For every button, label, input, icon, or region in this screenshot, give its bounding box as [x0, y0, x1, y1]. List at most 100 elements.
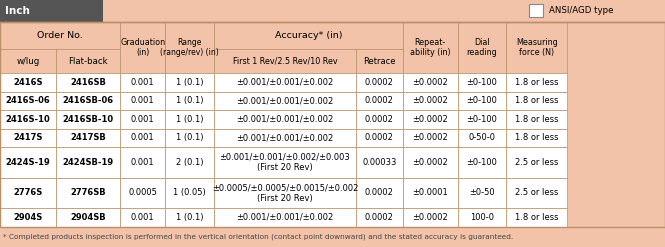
- Bar: [165, 208, 214, 227]
- Text: 1 (0.1): 1 (0.1): [176, 213, 203, 222]
- Text: 2416SB-06: 2416SB-06: [63, 96, 114, 105]
- Text: Measuring
force (N): Measuring force (N): [516, 38, 557, 57]
- Text: Range
(range/rev) (in): Range (range/rev) (in): [160, 38, 219, 57]
- Text: 0.0002: 0.0002: [365, 96, 394, 105]
- Bar: [403, 147, 458, 178]
- Bar: [506, 178, 567, 208]
- Bar: [165, 73, 214, 92]
- Bar: [0, 178, 56, 208]
- Bar: [506, 208, 567, 227]
- Bar: [165, 22, 214, 73]
- Text: 2776SB: 2776SB: [70, 188, 106, 197]
- Text: Graduation
(in): Graduation (in): [120, 38, 165, 57]
- Bar: [56, 110, 120, 129]
- Bar: [165, 147, 214, 178]
- Text: 2416S-06: 2416S-06: [5, 96, 51, 105]
- Bar: [0, 227, 665, 247]
- Bar: [120, 178, 165, 208]
- Text: 2416SB-10: 2416SB-10: [63, 115, 114, 124]
- Text: ±0.0002: ±0.0002: [412, 78, 448, 87]
- Text: 2424S-19: 2424S-19: [5, 158, 51, 167]
- Text: 0.0002: 0.0002: [365, 213, 394, 222]
- Bar: [356, 178, 403, 208]
- Bar: [56, 49, 120, 73]
- Bar: [214, 92, 356, 110]
- Text: Inch: Inch: [5, 6, 30, 16]
- Text: 0.001: 0.001: [131, 78, 154, 87]
- Text: ±0.0002: ±0.0002: [412, 96, 448, 105]
- Text: ANSI/AGD type: ANSI/AGD type: [549, 6, 613, 15]
- Text: Dial
reading: Dial reading: [466, 38, 497, 57]
- Bar: [403, 73, 458, 92]
- Bar: [506, 110, 567, 129]
- Bar: [56, 73, 120, 92]
- Text: Retrace: Retrace: [363, 57, 396, 65]
- Bar: [529, 4, 543, 17]
- Bar: [356, 147, 403, 178]
- Bar: [214, 73, 356, 92]
- Bar: [506, 73, 567, 92]
- Bar: [165, 129, 214, 147]
- Bar: [0, 208, 56, 227]
- Text: 1 (0.05): 1 (0.05): [173, 188, 206, 197]
- Bar: [0, 49, 56, 73]
- Text: ±0-100: ±0-100: [466, 158, 497, 167]
- Text: 0.001: 0.001: [131, 213, 154, 222]
- Text: ±0.0001: ±0.0001: [412, 188, 448, 197]
- Text: ±0.001/±0.001/±0.002/±0.003
(First 20 Rev): ±0.001/±0.001/±0.002/±0.003 (First 20 Re…: [219, 153, 350, 172]
- Bar: [214, 178, 356, 208]
- Text: ±0.0002: ±0.0002: [412, 158, 448, 167]
- Text: ±0.001/±0.001/±0.002: ±0.001/±0.001/±0.002: [236, 115, 334, 124]
- Bar: [0, 110, 56, 129]
- Bar: [120, 129, 165, 147]
- Bar: [403, 110, 458, 129]
- Text: 2417S: 2417S: [13, 133, 43, 143]
- Bar: [403, 178, 458, 208]
- Bar: [214, 110, 356, 129]
- Text: 2417SB: 2417SB: [70, 133, 106, 143]
- Text: ±0-100: ±0-100: [466, 96, 497, 105]
- Text: 0.0002: 0.0002: [365, 188, 394, 197]
- Bar: [120, 73, 165, 92]
- Text: ±0-100: ±0-100: [466, 78, 497, 87]
- Bar: [0, 73, 56, 92]
- Bar: [356, 49, 403, 73]
- Text: * Completed products inspection is performed in the vertical orientation (contac: * Completed products inspection is perfo…: [3, 234, 513, 240]
- Text: 1.8 or less: 1.8 or less: [515, 115, 559, 124]
- Text: 0.0002: 0.0002: [365, 115, 394, 124]
- Bar: [214, 129, 356, 147]
- Text: 2776S: 2776S: [13, 188, 43, 197]
- Text: 0.0005: 0.0005: [128, 188, 157, 197]
- Text: 2.5 or less: 2.5 or less: [515, 188, 559, 197]
- Bar: [0, 0, 103, 22]
- Bar: [56, 178, 120, 208]
- Bar: [506, 129, 567, 147]
- Bar: [403, 129, 458, 147]
- Bar: [403, 92, 458, 110]
- Bar: [56, 129, 120, 147]
- Bar: [0, 129, 56, 147]
- Bar: [56, 208, 120, 227]
- Bar: [165, 110, 214, 129]
- Text: 2424SB-19: 2424SB-19: [63, 158, 114, 167]
- Text: 1.8 or less: 1.8 or less: [515, 96, 559, 105]
- Bar: [0, 147, 56, 178]
- Bar: [458, 129, 506, 147]
- Bar: [165, 178, 214, 208]
- Text: 2904S: 2904S: [13, 213, 43, 222]
- Bar: [214, 49, 356, 73]
- Text: 1 (0.1): 1 (0.1): [176, 96, 203, 105]
- Bar: [0, 92, 56, 110]
- Bar: [120, 110, 165, 129]
- Text: ±0.001/±0.001/±0.002: ±0.001/±0.001/±0.002: [236, 213, 334, 222]
- Text: 0.0002: 0.0002: [365, 78, 394, 87]
- Bar: [458, 208, 506, 227]
- Bar: [56, 147, 120, 178]
- Text: 2416SB: 2416SB: [70, 78, 106, 87]
- Bar: [214, 22, 403, 49]
- Bar: [56, 92, 120, 110]
- Text: 2416S-10: 2416S-10: [5, 115, 51, 124]
- Bar: [120, 208, 165, 227]
- Text: 2416S: 2416S: [13, 78, 43, 87]
- Text: 1 (0.1): 1 (0.1): [176, 115, 203, 124]
